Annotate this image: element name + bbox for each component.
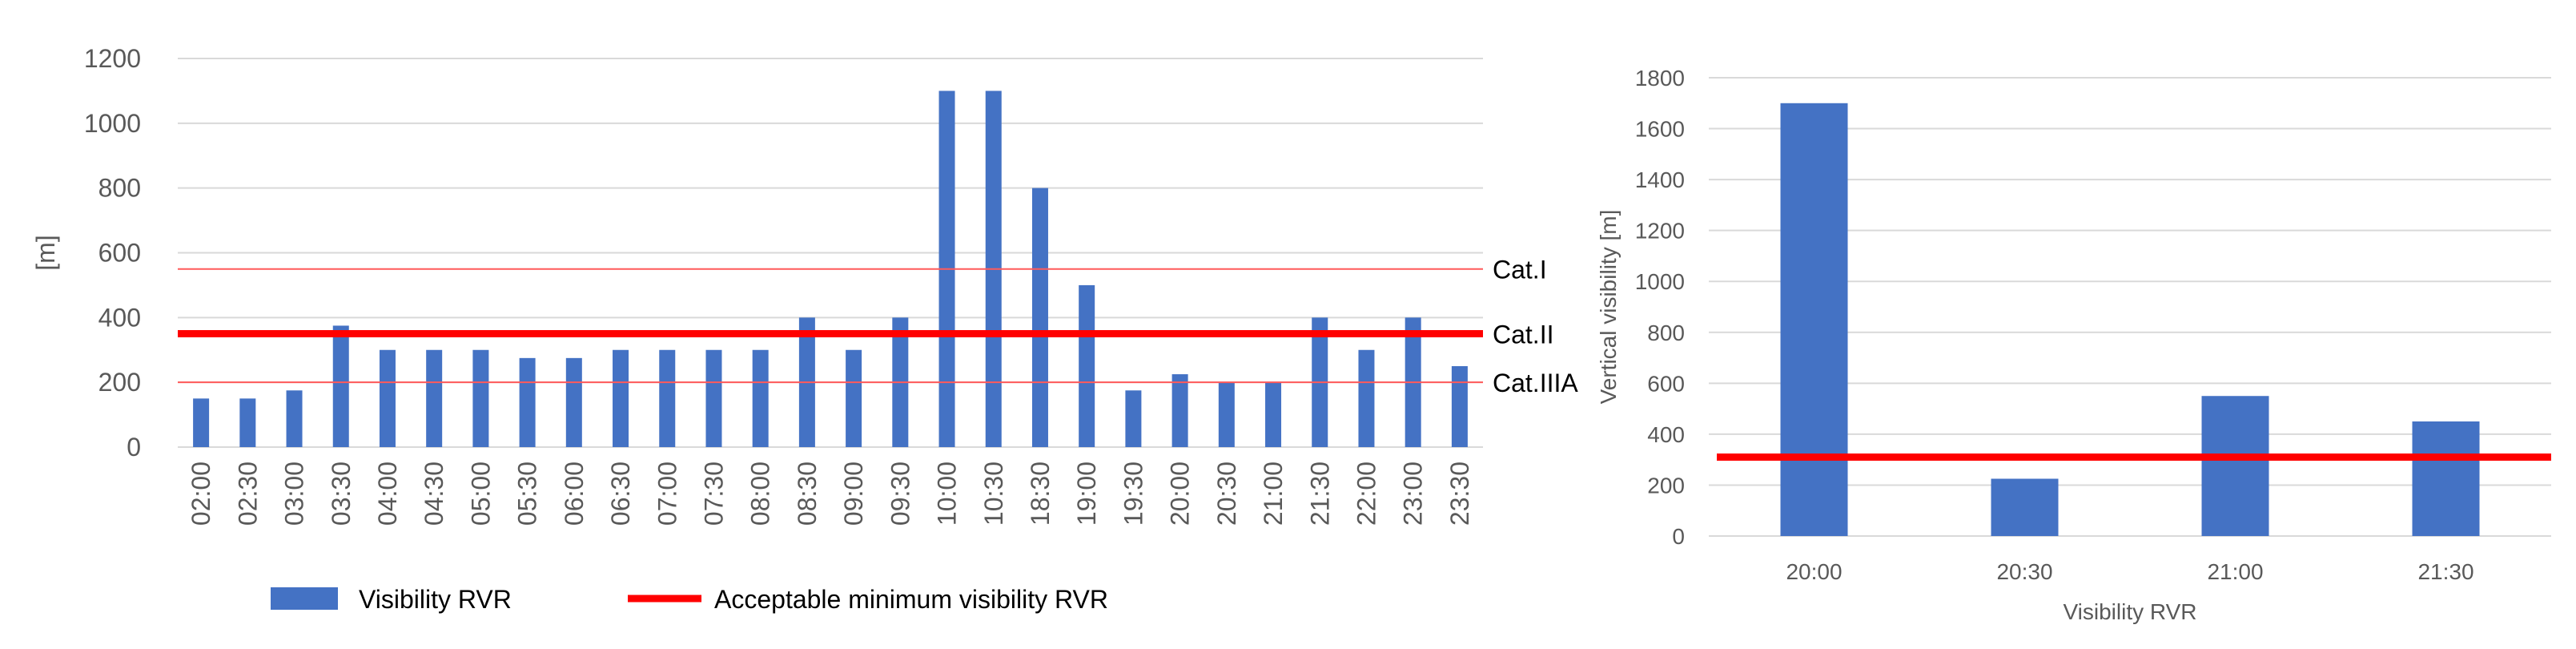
bar xyxy=(1031,187,1048,447)
bar xyxy=(613,349,629,447)
bar xyxy=(1265,382,1282,447)
x-tick-label: 04:00 xyxy=(373,462,402,526)
chart-left-rvr: 0 200 400 600 800 1000 1200 [m] 02:00 02:30 03:00 0… xyxy=(31,44,1578,614)
legend-swatch-bar xyxy=(271,587,338,610)
y-tick-label: 200 xyxy=(98,368,141,397)
y-tick-label: 800 xyxy=(98,174,141,203)
y-tick-label: 400 xyxy=(98,303,141,332)
x-tick-label: 09:00 xyxy=(839,462,868,526)
legend-label: Visibility RVR xyxy=(359,585,512,614)
reference-line-label: Cat.II xyxy=(1493,320,1553,349)
x-tick-label: 19:30 xyxy=(1119,462,1147,526)
bar xyxy=(565,357,582,447)
y-tick-label: 600 xyxy=(98,239,141,268)
bar xyxy=(1358,349,1375,447)
x-tick-label: 09:30 xyxy=(886,462,914,526)
y-tick-label: 800 xyxy=(1647,320,1685,345)
bar xyxy=(519,357,536,447)
bar xyxy=(1125,390,1142,447)
reference-line-label: Cat.IIIA xyxy=(1493,369,1578,397)
bar xyxy=(752,349,769,447)
bar xyxy=(239,398,256,447)
bar xyxy=(1451,365,1468,447)
bar xyxy=(1079,284,1095,447)
x-tick-label: 08:30 xyxy=(793,462,822,526)
reference-line-label: Cat.I xyxy=(1493,256,1547,284)
bar xyxy=(2201,396,2269,536)
x-tick-label: 20:30 xyxy=(1212,462,1241,526)
bar xyxy=(379,349,396,447)
y-tick-label: 1600 xyxy=(1635,117,1685,142)
x-tick-label: 20:00 xyxy=(1786,559,1842,584)
y-tick-label: 1400 xyxy=(1635,167,1685,192)
x-tick-label: 21:30 xyxy=(2417,559,2474,584)
x-tick-label: 07:30 xyxy=(699,462,728,526)
x-tick-label: 22:00 xyxy=(1352,462,1380,526)
y-tick-label: 1000 xyxy=(84,109,141,138)
x-tick-label: 20:30 xyxy=(1996,559,2052,584)
y-tick-label: 1800 xyxy=(1635,66,1685,91)
legend-label: Acceptable minimum visibility RVR xyxy=(714,585,1108,614)
x-tick-label: 21:30 xyxy=(1305,462,1334,526)
x-tick-label: 21:00 xyxy=(1259,462,1288,526)
x-tick-label: 03:30 xyxy=(327,462,356,526)
bar xyxy=(659,349,676,447)
bar xyxy=(1991,478,2059,536)
y-tick-label: 0 xyxy=(1672,524,1685,549)
x-tick-label: 19:00 xyxy=(1072,462,1101,526)
bar xyxy=(1171,374,1188,447)
bar xyxy=(1780,103,1848,536)
bar xyxy=(426,349,443,447)
bar xyxy=(286,390,303,447)
x-tick-label: 05:30 xyxy=(513,462,542,526)
bar xyxy=(472,349,489,447)
bar xyxy=(705,349,722,447)
y-axis-label: [m] xyxy=(31,235,60,270)
x-tick-label: 18:30 xyxy=(1026,462,1055,526)
bar xyxy=(332,325,349,447)
y-tick-label: 1000 xyxy=(1635,269,1685,294)
x-tick-label: 06:00 xyxy=(560,462,589,526)
bar xyxy=(2412,421,2480,536)
bar xyxy=(846,349,862,447)
x-tick-label: 04:30 xyxy=(420,462,448,526)
y-tick-label: 1200 xyxy=(1635,219,1685,244)
x-tick-label: 23:00 xyxy=(1399,462,1428,526)
y-tick-label: 400 xyxy=(1647,422,1685,447)
x-tick-label: 20:00 xyxy=(1166,462,1195,526)
x-tick-label: 08:00 xyxy=(746,462,775,526)
x-tick-label: 03:00 xyxy=(280,462,309,526)
y-tick-label: 600 xyxy=(1647,371,1685,396)
bar xyxy=(193,398,210,447)
x-tick-label: 05:00 xyxy=(466,462,495,526)
x-tick-label: 21:00 xyxy=(2207,559,2263,584)
bar xyxy=(1218,382,1235,447)
y-axis-label: Vertical visibility [m] xyxy=(1596,210,1621,405)
x-axis-label: Visibility RVR xyxy=(2063,599,2196,624)
y-tick-label: 0 xyxy=(127,433,141,462)
x-tick-label: 02:30 xyxy=(233,462,262,526)
chart-right-vertical-visibility: 0 200 400 600 800 1000 1200 1400 1600 1800 Vertica… xyxy=(1596,66,2551,624)
x-tick-label: 07:00 xyxy=(653,462,681,526)
x-tick-label: 02:00 xyxy=(187,462,215,526)
y-tick-label: 1200 xyxy=(84,44,141,73)
y-tick-label: 200 xyxy=(1647,473,1685,498)
x-tick-label: 10:30 xyxy=(979,462,1008,526)
x-tick-label: 06:30 xyxy=(606,462,635,526)
x-tick-label: 23:30 xyxy=(1445,462,1474,526)
x-tick-label: 10:00 xyxy=(933,462,962,526)
